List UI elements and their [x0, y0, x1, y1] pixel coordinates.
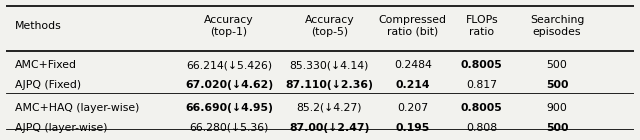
Text: 900: 900 [547, 103, 568, 113]
Text: 500: 500 [547, 60, 568, 70]
Text: 500: 500 [546, 123, 568, 133]
Text: 66.280(↓5.36): 66.280(↓5.36) [189, 123, 269, 133]
Text: 67.020(↓4.62): 67.020(↓4.62) [185, 80, 273, 90]
Text: 0.8005: 0.8005 [461, 103, 502, 113]
Text: 0.817: 0.817 [467, 80, 497, 90]
Text: 85.330(↓4.14): 85.330(↓4.14) [290, 60, 369, 70]
Text: 66.214(↓5.426): 66.214(↓5.426) [186, 60, 272, 70]
Text: FLOPs
ratio: FLOPs ratio [465, 15, 498, 37]
Text: Accuracy
(top-1): Accuracy (top-1) [204, 15, 254, 37]
Text: 85.2(↓4.27): 85.2(↓4.27) [297, 103, 362, 113]
Text: Compressed
ratio (bit): Compressed ratio (bit) [379, 15, 447, 37]
Text: 0.808: 0.808 [467, 123, 497, 133]
Text: AMC+Fixed: AMC+Fixed [15, 60, 77, 70]
Text: 0.8005: 0.8005 [461, 60, 502, 70]
Text: 66.690(↓4.95): 66.690(↓4.95) [185, 103, 273, 113]
Text: 87.110(↓2.36): 87.110(↓2.36) [285, 80, 373, 90]
Text: AMC+HAQ (layer-wise): AMC+HAQ (layer-wise) [15, 103, 139, 113]
Text: 500: 500 [546, 80, 568, 90]
Text: 0.207: 0.207 [397, 103, 428, 113]
Text: Accuracy
(top-5): Accuracy (top-5) [305, 15, 354, 37]
Text: 0.214: 0.214 [396, 80, 430, 90]
Text: Searching
episodes: Searching episodes [530, 15, 584, 37]
Text: AJPQ (Fixed): AJPQ (Fixed) [15, 80, 81, 90]
Text: 0.2484: 0.2484 [394, 60, 432, 70]
Text: 0.195: 0.195 [396, 123, 430, 133]
Text: 87.00(↓2.47): 87.00(↓2.47) [289, 123, 369, 133]
Text: AJPQ (layer-wise): AJPQ (layer-wise) [15, 123, 107, 133]
Text: Methods: Methods [15, 21, 61, 31]
